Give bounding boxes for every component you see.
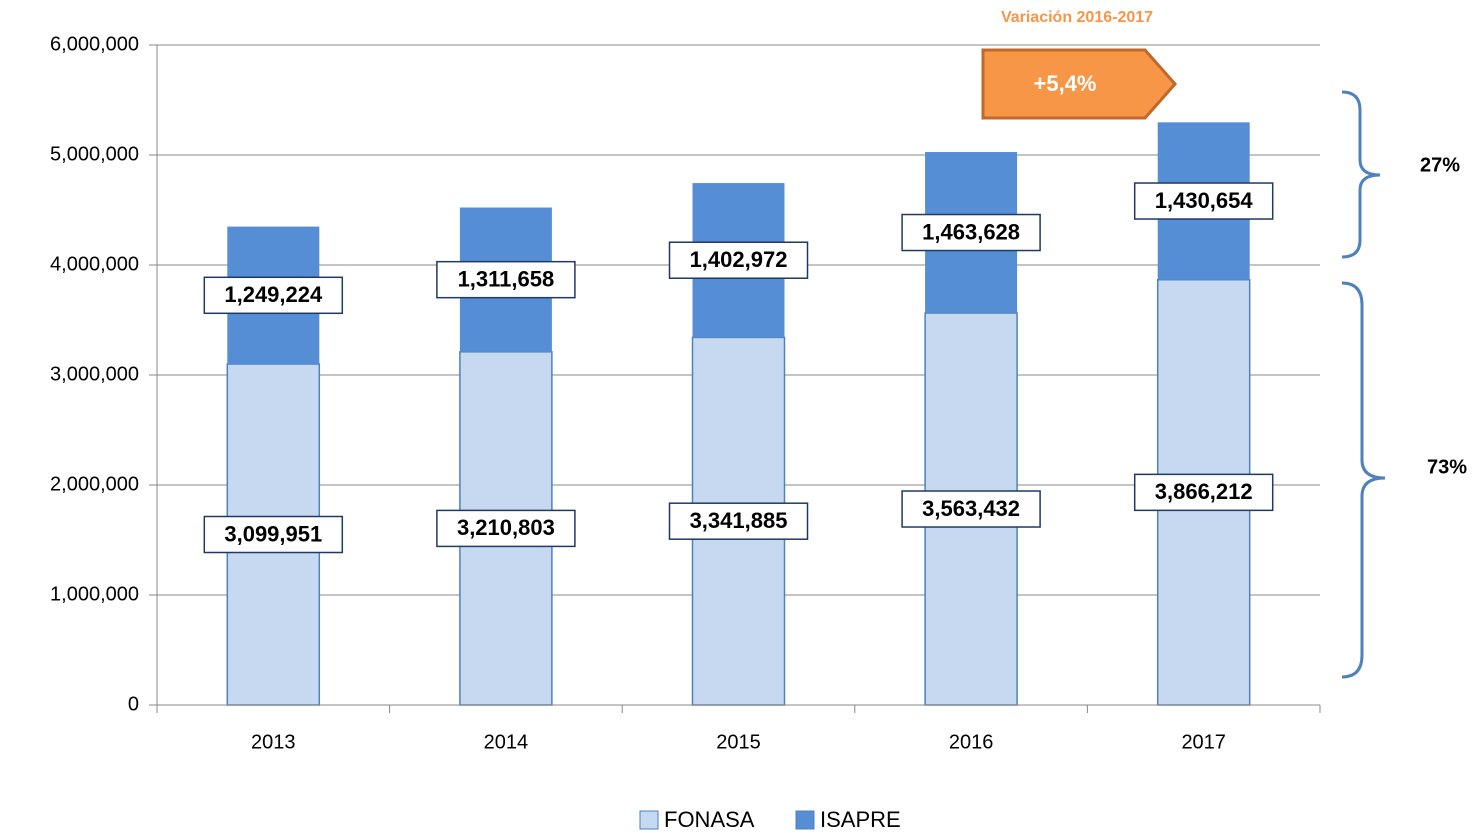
x-tick-label: 2013 [251, 731, 296, 753]
x-tick-label: 2014 [484, 731, 529, 753]
label-box [436, 260, 576, 299]
data-label: 3,341,885 [690, 508, 788, 533]
y-tick-label: 6,000,000 [50, 33, 139, 55]
x-tick-label: 2015 [716, 731, 761, 753]
x-tick-label: 2017 [1181, 731, 1226, 753]
data-label: 3,099,951 [224, 521, 322, 546]
share-label: 27% [1420, 154, 1460, 176]
data-label: 3,210,803 [457, 515, 555, 540]
y-tick-label: 2,000,000 [50, 473, 139, 495]
brace [1341, 281, 1386, 679]
data-label: 3,866,212 [1155, 479, 1253, 504]
x-tick-label: 2016 [949, 731, 994, 753]
variation-label: +5,4% [1034, 71, 1097, 96]
y-tick-label: 3,000,000 [50, 363, 139, 385]
y-tick-label: 5,000,000 [50, 143, 139, 165]
legend-swatch [639, 810, 659, 830]
data-label: 1,249,224 [224, 282, 323, 307]
variation-arrow [981, 48, 1178, 120]
brace [1341, 90, 1381, 259]
y-tick-label: 4,000,000 [50, 253, 139, 275]
data-label: 1,311,658 [458, 266, 555, 291]
y-tick-label: 0 [128, 693, 139, 715]
label-box [1133, 182, 1274, 220]
label-box [203, 515, 344, 554]
label-box [901, 490, 1041, 528]
label-box [203, 276, 344, 315]
label-box [901, 213, 1041, 252]
data-label: 1,402,972 [690, 247, 788, 272]
data-label: 3,563,432 [922, 496, 1020, 521]
label-box [668, 502, 809, 540]
variation-title: Variación 2016-2017 [1001, 9, 1153, 26]
legend-swatch [795, 810, 815, 830]
share-label: 73% [1427, 456, 1467, 478]
label-box [436, 509, 576, 548]
y-tick-label: 1,000,000 [50, 583, 139, 605]
label-box [1133, 473, 1274, 512]
legend-label: FONASA [664, 807, 755, 832]
data-label: 1,463,628 [922, 219, 1020, 244]
label-box [668, 241, 809, 279]
legend-label: ISAPRE [820, 807, 901, 832]
data-label: 1,430,654 [1155, 188, 1254, 213]
